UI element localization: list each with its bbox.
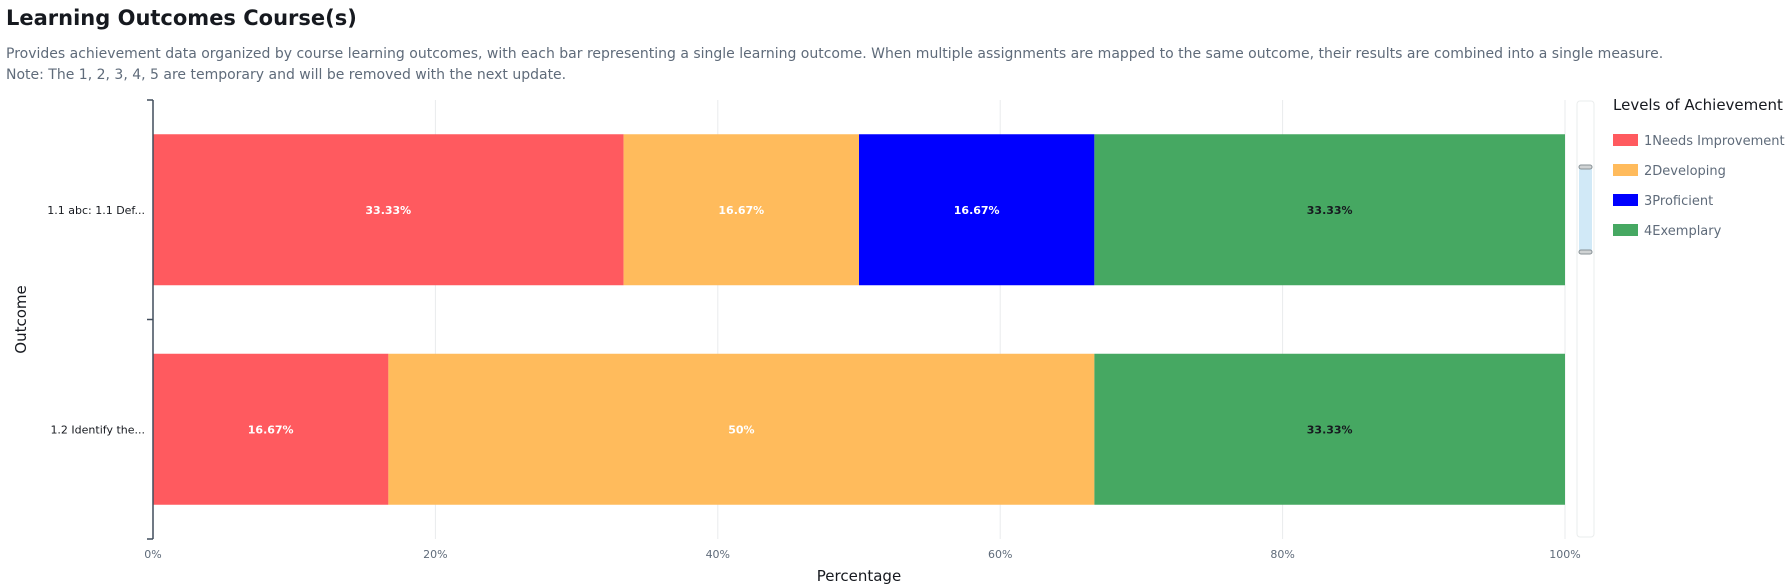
legend-item-label: 3Proficient [1644,194,1713,209]
y-category-label: 1.1 abc: 1.1 Def... [47,204,145,217]
x-tick-label: 40% [706,548,730,561]
bar-segment [859,134,1095,286]
bar-data-label: 33.33% [365,204,411,217]
bar-segment [1094,353,1565,505]
x-axis-title: Percentage [817,567,901,585]
bar-segment [153,134,624,286]
description-line-1: Provides achievement data organized by c… [6,46,1664,62]
legend-scrollbar-handle-top[interactable] [1578,164,1593,170]
legend-swatch [1613,134,1638,146]
bar-segment [153,353,389,505]
legend-scrollbar-thumb[interactable] [1579,166,1592,252]
legend-item-label: 4Exemplary [1644,224,1722,239]
bar-data-label: 50% [728,423,754,436]
y-axis-title: Outcome [12,285,30,353]
legend-swatch [1613,164,1638,176]
x-tick-label: 0% [144,548,161,561]
legend-swatch [1613,194,1638,206]
legend-title: Levels of Achievement [1613,96,1783,114]
bar-segment [623,134,859,286]
bar-data-label: 16.67% [718,204,764,217]
description-line-2: Note: The 1, 2, 3, 4, 5 are temporary an… [6,67,567,83]
bar-data-label: 33.33% [1307,423,1353,436]
x-tick-label: 20% [423,548,447,561]
x-tick-label: 60% [988,548,1012,561]
legend-item-label: 2Developing [1644,164,1726,179]
bar-data-label: 16.67% [954,204,1000,217]
y-category-label: 1.2 Identify the... [50,423,145,436]
x-tick-label: 80% [1270,548,1294,561]
legend: Levels of Achievement 1Needs Improvement 2… [1613,96,1785,239]
bar-series: 33.33% 16.67% 16.67% 33.33% 16.67% 50% 33.33% [153,134,1565,505]
bar-data-label: 16.67% [248,423,294,436]
axes: 0% 20% 40% 60% 80% 100% 1.1 abc: 1.1 Def... 1.2… [12,99,1581,585]
bar-data-label: 33.33% [1307,204,1353,217]
page-title: Learning Outcomes Course(s) [6,6,357,30]
legend-scrollbar-handle-bottom[interactable] [1578,249,1593,255]
bar-segment [388,353,1095,505]
chart-description: Provides achievement data organized by c… [6,44,1663,86]
legend-item-label: 1Needs Improvement [1644,134,1785,149]
x-tick-label: 100% [1549,548,1580,561]
legend-swatch [1613,224,1638,236]
bar-segment [1094,134,1565,286]
